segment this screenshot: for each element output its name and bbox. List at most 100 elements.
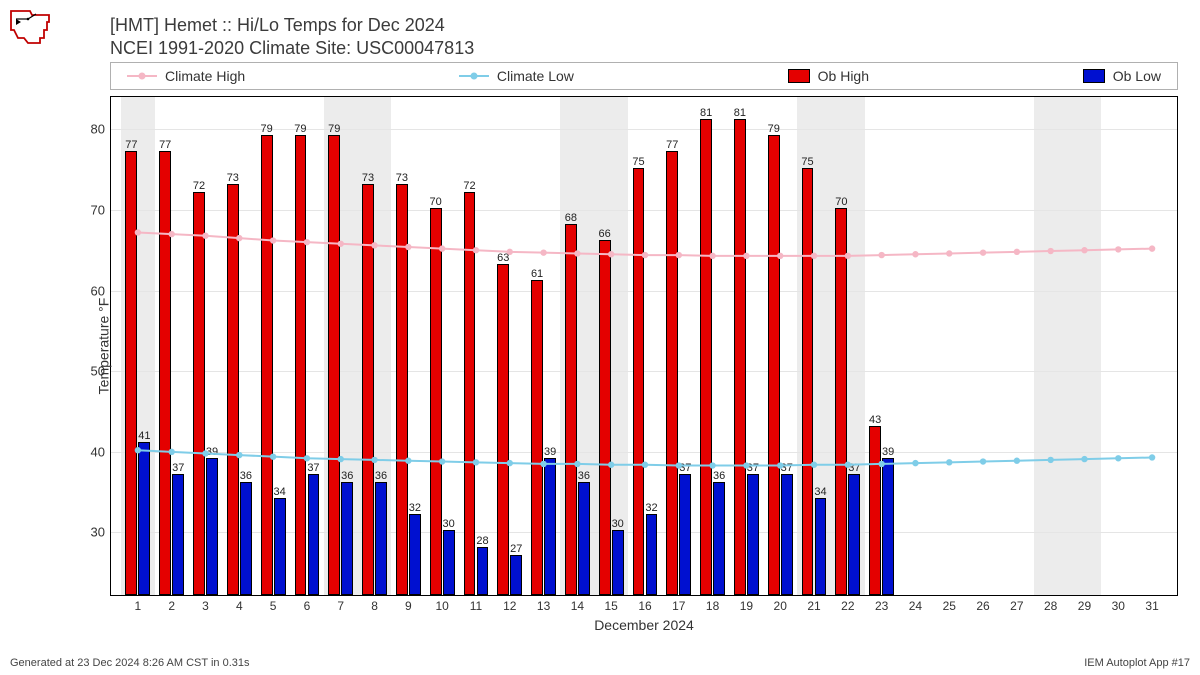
legend-ob-low: Ob Low <box>1083 68 1161 84</box>
x-tick-label: 29 <box>1078 599 1091 613</box>
ob-low-bar <box>274 498 286 595</box>
x-tick-label: 20 <box>774 599 787 613</box>
x-tick-label: 7 <box>337 599 344 613</box>
bar-value-label: 75 <box>632 156 644 168</box>
title-line-2: NCEI 1991-2020 Climate Site: USC00047813 <box>110 37 474 60</box>
x-tick-label: 31 <box>1145 599 1158 613</box>
y-tick-label: 50 <box>91 364 105 379</box>
ob-high-bar <box>599 240 611 595</box>
ob-low-bar <box>206 458 218 595</box>
ob-high-bar <box>633 168 645 595</box>
ob-low-bar <box>713 482 725 595</box>
ob-low-bar <box>781 474 793 595</box>
ob-low-bar <box>409 514 421 595</box>
bar-value-label: 27 <box>510 543 522 555</box>
bar-value-label: 37 <box>781 462 793 474</box>
legend-climate-high: Climate High <box>127 68 245 84</box>
ob-high-bar <box>497 264 509 595</box>
y-tick-label: 70 <box>91 202 105 217</box>
y-tick-label: 30 <box>91 525 105 540</box>
ob-low-bar <box>815 498 827 595</box>
x-tick-label: 8 <box>371 599 378 613</box>
bar-value-label: 79 <box>260 123 272 135</box>
x-tick-label: 16 <box>638 599 651 613</box>
ob-low-bar <box>882 458 894 595</box>
bar-value-label: 37 <box>747 462 759 474</box>
legend: Climate High Climate Low Ob High Ob Low <box>110 62 1178 90</box>
bar-value-label: 37 <box>679 462 691 474</box>
ob-high-bar <box>261 135 273 595</box>
y-tick-label: 40 <box>91 444 105 459</box>
ob-low-bar <box>443 530 455 595</box>
x-tick-label: 17 <box>672 599 685 613</box>
x-tick-label: 1 <box>135 599 142 613</box>
bar-value-label: 77 <box>125 139 137 151</box>
x-tick-label: 4 <box>236 599 243 613</box>
ob-high-bar <box>835 208 847 595</box>
bar-value-label: 36 <box>375 470 387 482</box>
x-tick-label: 15 <box>605 599 618 613</box>
ob-high-bar <box>768 135 780 595</box>
ob-low-bar <box>578 482 590 595</box>
ob-low-bar <box>747 474 759 595</box>
ob-high-bar <box>362 184 374 595</box>
ob-high-bar <box>531 280 543 595</box>
ob-high-bar <box>734 119 746 595</box>
bar-value-label: 68 <box>565 212 577 224</box>
bar-value-label: 41 <box>138 430 150 442</box>
legend-ob-high: Ob High <box>788 68 869 84</box>
bar-value-label: 37 <box>172 462 184 474</box>
ob-low-bar <box>375 482 387 595</box>
bar-value-label: 81 <box>700 107 712 119</box>
ob-low-bar <box>646 514 658 595</box>
bar-value-label: 36 <box>578 470 590 482</box>
x-tick-label: 26 <box>976 599 989 613</box>
x-tick-label: 12 <box>503 599 516 613</box>
ob-high-bar <box>430 208 442 595</box>
bar-value-label: 73 <box>362 172 374 184</box>
bar-value-label: 36 <box>713 470 725 482</box>
ob-low-bar <box>138 442 150 595</box>
bar-value-label: 72 <box>463 180 475 192</box>
x-tick-label: 22 <box>841 599 854 613</box>
bar-value-label: 37 <box>307 462 319 474</box>
x-tick-label: 21 <box>807 599 820 613</box>
bar-value-label: 39 <box>882 446 894 458</box>
x-tick-label: 5 <box>270 599 277 613</box>
legend-label: Ob Low <box>1113 68 1161 84</box>
ob-high-bar <box>125 151 137 595</box>
y-tick-label: 60 <box>91 283 105 298</box>
bar-value-label: 36 <box>240 470 252 482</box>
chart-plot-area: Temperature °F December 2024 30405060708… <box>110 96 1178 596</box>
footer-generated: Generated at 23 Dec 2024 8:26 AM CST in … <box>10 657 250 669</box>
bar-value-label: 36 <box>341 470 353 482</box>
x-tick-label: 24 <box>909 599 922 613</box>
bar-value-label: 79 <box>768 123 780 135</box>
bar-value-label: 32 <box>645 502 657 514</box>
ob-low-bar <box>679 474 691 595</box>
iem-logo-icon <box>8 8 52 46</box>
x-tick-label: 2 <box>168 599 175 613</box>
bar-value-label: 32 <box>409 502 421 514</box>
x-tick-label: 14 <box>571 599 584 613</box>
ob-high-bar <box>159 151 171 595</box>
x-tick-label: 23 <box>875 599 888 613</box>
chart-title: [HMT] Hemet :: Hi/Lo Temps for Dec 2024 … <box>110 14 474 61</box>
weekend-shade <box>1068 97 1102 595</box>
legend-label: Ob High <box>818 68 869 84</box>
bar-value-label: 30 <box>443 518 455 530</box>
bar-value-label: 30 <box>612 518 624 530</box>
weekend-shade <box>1034 97 1068 595</box>
x-tick-label: 19 <box>740 599 753 613</box>
bar-value-label: 39 <box>544 446 556 458</box>
x-tick-label: 9 <box>405 599 412 613</box>
x-tick-label: 11 <box>470 599 482 613</box>
bar-value-label: 77 <box>666 139 678 151</box>
ob-high-bar <box>700 119 712 595</box>
x-tick-label: 6 <box>304 599 311 613</box>
bar-value-label: 28 <box>476 535 488 547</box>
bar-value-label: 79 <box>294 123 306 135</box>
ob-low-bar <box>510 555 522 595</box>
bar-value-label: 63 <box>497 252 509 264</box>
bar-value-label: 61 <box>531 268 543 280</box>
